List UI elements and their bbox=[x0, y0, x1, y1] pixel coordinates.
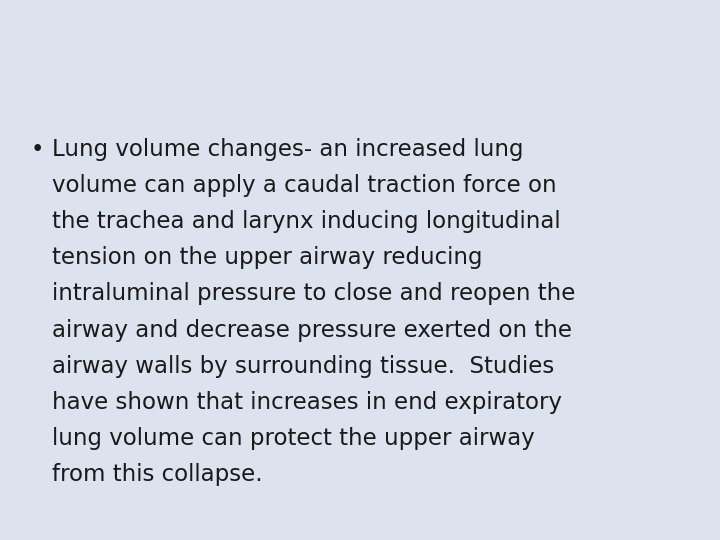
Text: •: • bbox=[30, 138, 44, 161]
Text: tension on the upper airway reducing: tension on the upper airway reducing bbox=[52, 246, 482, 269]
Text: the trachea and larynx inducing longitudinal: the trachea and larynx inducing longitud… bbox=[52, 210, 560, 233]
Text: from this collapse.: from this collapse. bbox=[52, 463, 263, 487]
Text: volume can apply a caudal traction force on: volume can apply a caudal traction force… bbox=[52, 174, 557, 197]
Text: airway walls by surrounding tissue.  Studies: airway walls by surrounding tissue. Stud… bbox=[52, 355, 554, 378]
Text: intraluminal pressure to close and reopen the: intraluminal pressure to close and reope… bbox=[52, 282, 575, 306]
Text: airway and decrease pressure exerted on the: airway and decrease pressure exerted on … bbox=[52, 319, 572, 342]
Text: have shown that increases in end expiratory: have shown that increases in end expirat… bbox=[52, 391, 562, 414]
Text: Lung volume changes- an increased lung: Lung volume changes- an increased lung bbox=[52, 138, 523, 161]
Text: lung volume can protect the upper airway: lung volume can protect the upper airway bbox=[52, 427, 534, 450]
